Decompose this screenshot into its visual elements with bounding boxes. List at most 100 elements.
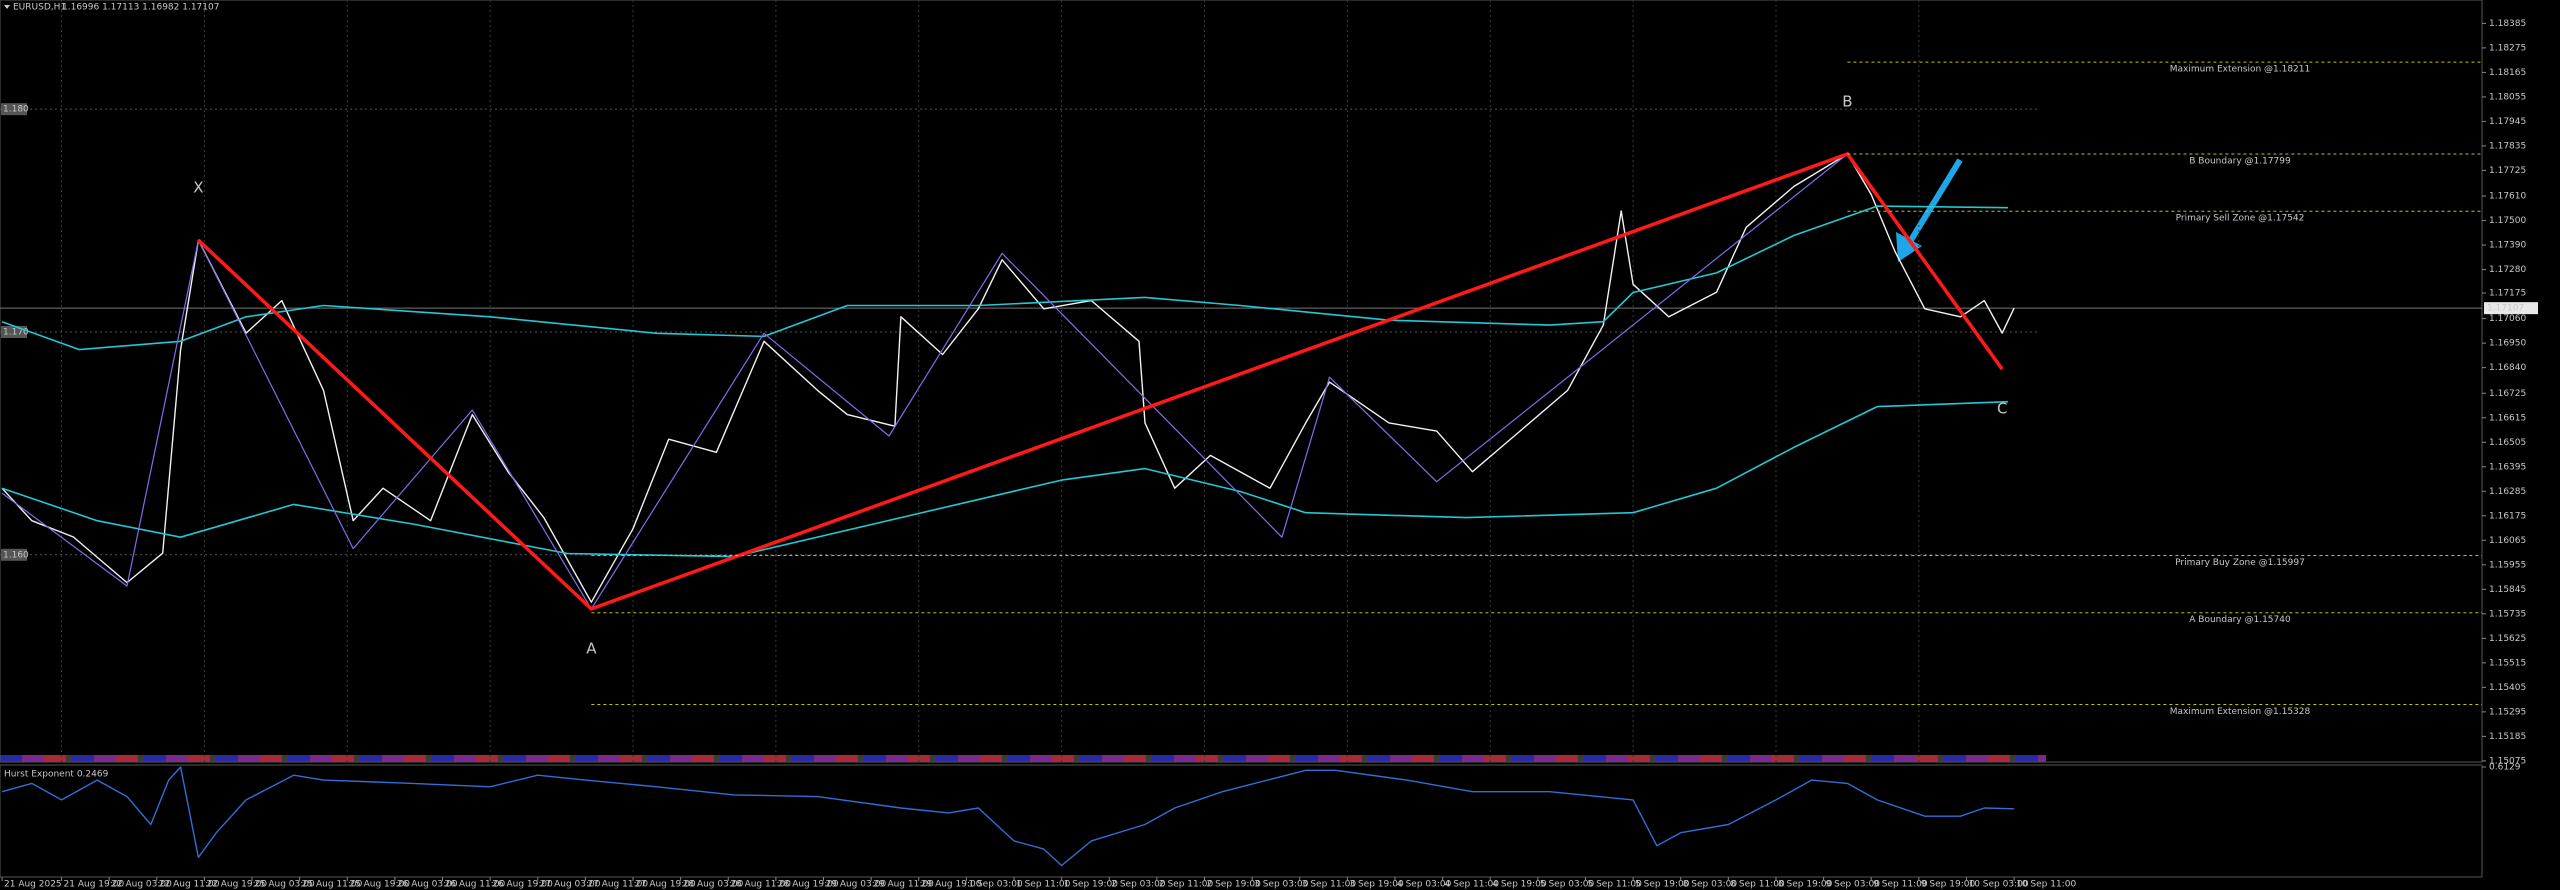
price-line (1, 766, 2015, 867)
pattern-point-label: X (193, 179, 203, 197)
x-tick-label: 10 Sep 11:00 (2016, 880, 2076, 890)
y-tick-label: 1.17500 (2489, 216, 2526, 226)
x-tick-label: 2 Sep 11:00 (1159, 880, 1214, 890)
pattern-point-label: A (586, 639, 597, 657)
x-tick-label: 5 Sep 03:00 (1540, 880, 1595, 890)
y-tick-label: 1.17835 (2489, 141, 2526, 151)
x-tick-label: 9 Sep 03:00 (1826, 880, 1881, 890)
x-tick-label: 21 Aug 2025 (4, 880, 62, 890)
x-tick-label: 29 Aug 11:00 (873, 880, 934, 890)
y-tick-label: 1.16065 (2489, 536, 2526, 546)
panel-title: Hurst Exponent 0.2469 (4, 770, 109, 780)
y-tick-label: 1.15405 (2489, 683, 2526, 693)
x-tick-label: 8 Sep 19:00 (1778, 880, 1833, 890)
x-tick-label: 9 Sep 19:00 (1921, 880, 1976, 890)
x-tick-label: 3 Sep 03:00 (1254, 880, 1309, 890)
indicator-panel-frame (0, 764, 2483, 878)
y-tick-label: 1.16840 (2489, 363, 2526, 373)
y-tick-label: 1.18275 (2489, 43, 2526, 53)
x-tick-label: 3 Sep 19:00 (1349, 880, 1404, 890)
band-line (1, 205, 2009, 351)
x-tick-label: 25 Aug 19:00 (349, 880, 410, 890)
y-tick-label: 1.16505 (2489, 438, 2526, 448)
round-level-label: 1.180 (3, 105, 29, 115)
symbol-menu-icon (4, 5, 10, 9)
x-tick-label: 29 Aug 19:00 (921, 880, 982, 890)
y-tick-label: 1.17280 (2489, 265, 2526, 275)
y-tick-label: 1.15845 (2489, 585, 2526, 595)
y-tick-label: 1.16285 (2489, 487, 2526, 497)
price-line (1, 153, 2015, 603)
y-tick-label: 1.17060 (2489, 314, 2526, 324)
x-tick-label: 10 Sep 03:00 (1968, 880, 2028, 890)
y-tick-label: 1.15515 (2489, 658, 2526, 668)
y-tick-label: 1.16950 (2489, 339, 2526, 349)
y-tick-label: 1.15295 (2489, 707, 2526, 717)
x-tick-label: 2 Sep 19:00 (1206, 880, 1261, 890)
round-level-label: 1.170 (3, 327, 29, 337)
x-tick-label: 4 Sep 19:00 (1492, 880, 1547, 890)
x-tick-label: 2 Sep 03:00 (1111, 880, 1166, 890)
x-tick-label: 22 Aug 11:00 (159, 880, 220, 890)
signal-strip (0, 755, 2046, 762)
x-tick-label: 8 Sep 03:00 (1683, 880, 1738, 890)
x-tick-label: 25 Aug 11:00 (302, 880, 363, 890)
y-tick-label: 1.15075 (2489, 756, 2526, 766)
y-tick-label: 1.16395 (2489, 462, 2526, 472)
y-tick-label: 0.6129 (2489, 763, 2521, 773)
x-tick-label: 26 Aug 03:00 (397, 880, 458, 890)
x-tick-label: 22 Aug 19:00 (206, 880, 267, 890)
round-level-tag (1, 548, 27, 561)
y-tick-label: 1.17945 (2489, 117, 2526, 127)
x-tick-label: 29 Aug 03:00 (826, 880, 887, 890)
level-label: Maximum Extension @1.15328 (2170, 707, 2311, 717)
x-tick-label: 9 Sep 11:00 (1873, 880, 1928, 890)
y-tick-label: 1.17390 (2489, 241, 2526, 251)
x-tick-label: 3 Sep 11:00 (1302, 880, 1357, 890)
zigzag-line (1, 153, 1848, 610)
x-tick-label: 26 Aug 11:00 (445, 880, 506, 890)
level-label: B Boundary @1.17799 (2189, 156, 2291, 166)
y-tick-label: 1.15955 (2489, 560, 2526, 570)
trend-arrow (1896, 158, 1963, 262)
main-panel-frame (0, 0, 2483, 763)
y-tick-label: 1.18055 (2489, 92, 2526, 102)
x-tick-label: 28 Aug 11:00 (730, 880, 791, 890)
band-line (1, 400, 2009, 558)
x-tick-label: 25 Aug 03:00 (254, 880, 315, 890)
current-price-tag (2484, 302, 2538, 315)
y-tick-label: 1.17725 (2489, 166, 2526, 176)
panel-title: EURUSD,H1 (13, 3, 66, 13)
y-tick-label: 1.18385 (2489, 19, 2526, 29)
x-tick-label: 21 Aug 19:00 (64, 880, 125, 890)
x-tick-label: 4 Sep 03:00 (1397, 880, 1452, 890)
pattern-line (197, 151, 2004, 611)
x-tick-label: 26 Aug 19:00 (492, 880, 553, 890)
y-tick-label: 1.17175 (2489, 288, 2526, 298)
x-tick-label: 8 Sep 11:00 (1730, 880, 1785, 890)
level-label: A Boundary @1.15740 (2189, 615, 2291, 625)
y-tick-label: 1.15625 (2489, 634, 2526, 644)
x-tick-label: 5 Sep 11:00 (1587, 880, 1642, 890)
y-tick-label: 1.16725 (2489, 389, 2526, 399)
x-tick-label: 28 Aug 03:00 (683, 880, 744, 890)
current-price-label: 1.17107 (2487, 304, 2524, 314)
level-label: Maximum Extension @1.18211 (2170, 65, 2310, 75)
x-tick-label: 1 Sep 11:00 (1016, 880, 1071, 890)
y-tick-label: 1.17610 (2489, 192, 2526, 202)
x-tick-label: 27 Aug 19:00 (635, 880, 696, 890)
x-tick-label: 1 Sep 03:00 (968, 880, 1023, 890)
x-tick-label: 27 Aug 11:00 (587, 880, 648, 890)
y-tick-label: 1.18165 (2489, 68, 2526, 78)
x-tick-label: 5 Sep 19:00 (1635, 880, 1690, 890)
x-tick-label: 4 Sep 11:00 (1445, 880, 1500, 890)
pattern-point-label: B (1842, 92, 1852, 110)
y-tick-label: 1.15735 (2489, 609, 2526, 619)
quote: 1.16996 1.17113 1.16982 1.17107 (62, 3, 219, 13)
round-level-label: 1.160 (3, 550, 29, 560)
x-tick-label: 27 Aug 03:00 (540, 880, 601, 890)
level-label: Primary Sell Zone @1.17542 (2176, 214, 2305, 224)
pattern-point-label: C (1997, 400, 2007, 418)
